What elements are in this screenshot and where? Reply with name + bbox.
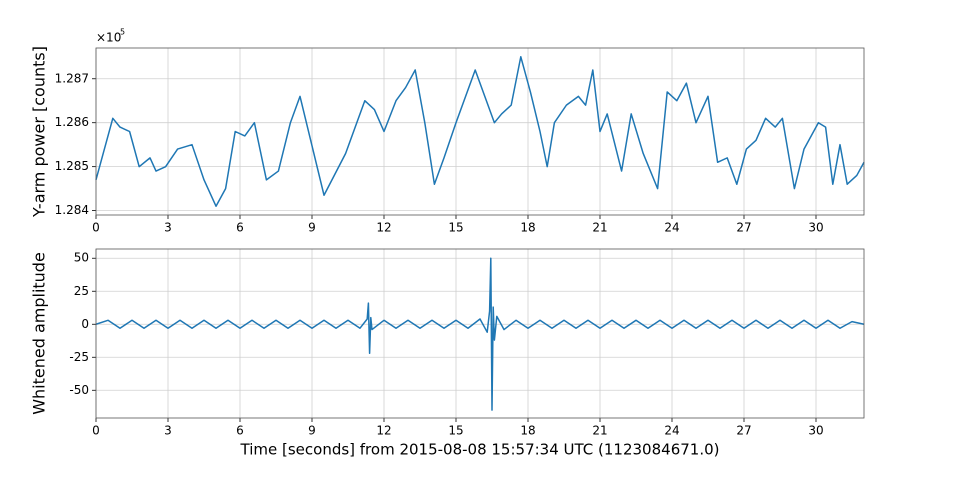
x-tick-label: 9 [308, 221, 316, 235]
x-tick-label: 12 [376, 221, 391, 235]
x-tick-label: 9 [308, 424, 316, 438]
x-tick-label: 24 [664, 221, 679, 235]
x-tick-label: 3 [164, 221, 172, 235]
y-tick-label: 1.287 [55, 71, 89, 85]
y-tick-label: 50 [74, 251, 89, 265]
x-tick-label: 12 [376, 424, 391, 438]
y-tick-label: 1.286 [55, 115, 89, 129]
x-tick-label: 21 [592, 221, 607, 235]
y-axis-label: Y-arm power [counts] [30, 46, 49, 218]
x-tick-label: 0 [92, 221, 100, 235]
data-line [95, 257, 865, 411]
x-tick-label: 30 [808, 424, 823, 438]
x-tick-label: 30 [808, 221, 823, 235]
x-axis-label: Time [seconds] from 2015-08-08 15:57:34 … [240, 441, 720, 459]
y-tick-label: 25 [74, 284, 89, 298]
y-offset-label: ×10 [96, 31, 121, 45]
y-offset-exponent: 5 [120, 28, 125, 37]
y-tick-label: 1.285 [55, 159, 89, 173]
plot-frame [95, 47, 865, 216]
x-tick-label: 15 [448, 424, 463, 438]
x-tick-label: 3 [164, 424, 172, 438]
x-tick-label: 6 [236, 424, 244, 438]
y-tick-label: -25 [69, 350, 89, 364]
y-axis-label: Whitened amplitude [30, 252, 49, 415]
x-tick-label: 0 [92, 424, 100, 438]
y-tick-label: 1.284 [55, 203, 89, 217]
data-line [95, 56, 865, 207]
x-tick-label: 21 [592, 424, 607, 438]
y-tick-label: -50 [69, 383, 89, 397]
plot-frame [95, 248, 865, 419]
x-tick-label: 6 [236, 221, 244, 235]
x-tick-label: 24 [664, 424, 679, 438]
x-tick-label: 18 [520, 424, 535, 438]
x-tick-label: 27 [736, 424, 751, 438]
x-tick-label: 18 [520, 221, 535, 235]
x-tick-label: 15 [448, 221, 463, 235]
x-tick-label: 27 [736, 221, 751, 235]
y-tick-label: 0 [81, 317, 89, 331]
